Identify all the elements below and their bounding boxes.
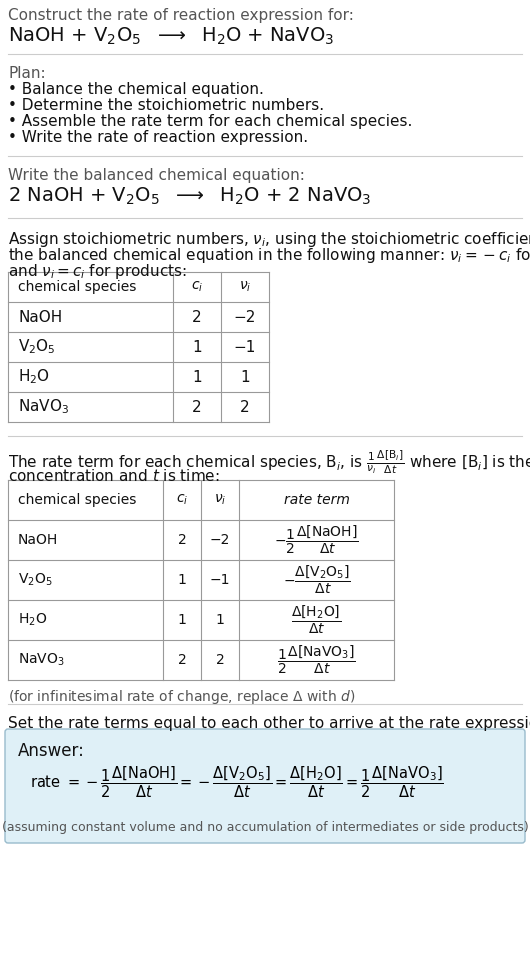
Text: $c_i$: $c_i$ <box>191 280 203 294</box>
Text: $\nu_i$: $\nu_i$ <box>239 280 251 294</box>
FancyBboxPatch shape <box>5 729 525 843</box>
Text: H$_2$O: H$_2$O <box>18 612 47 629</box>
Text: 1: 1 <box>192 370 202 385</box>
Text: concentration and $t$ is time:: concentration and $t$ is time: <box>8 468 220 484</box>
Text: • Balance the chemical equation.: • Balance the chemical equation. <box>8 82 264 97</box>
Text: $\dfrac{\Delta[\mathrm{H_2O}]}{\Delta t}$: $\dfrac{\Delta[\mathrm{H_2O}]}{\Delta t}… <box>292 604 342 636</box>
Text: −1: −1 <box>234 340 256 354</box>
Text: NaOH: NaOH <box>18 533 58 547</box>
Bar <box>8 272 269 422</box>
Text: chemical species: chemical species <box>18 493 136 507</box>
Text: −1: −1 <box>210 573 230 587</box>
Text: 2: 2 <box>216 653 224 667</box>
Text: Plan:: Plan: <box>8 66 46 81</box>
Text: NaOH + V$_2$O$_5$  $\longrightarrow$  H$_2$O + NaVO$_3$: NaOH + V$_2$O$_5$ $\longrightarrow$ H$_2… <box>8 26 334 47</box>
Text: 2 NaOH + V$_2$O$_5$  $\longrightarrow$  H$_2$O + 2 NaVO$_3$: 2 NaOH + V$_2$O$_5$ $\longrightarrow$ H$… <box>8 186 372 207</box>
Text: $-\dfrac{1}{2}\dfrac{\Delta[\mathrm{NaOH}]}{\Delta t}$: $-\dfrac{1}{2}\dfrac{\Delta[\mathrm{NaOH… <box>274 524 359 556</box>
Text: V$_2$O$_5$: V$_2$O$_5$ <box>18 572 52 589</box>
Text: −2: −2 <box>234 309 256 324</box>
Text: 1: 1 <box>178 573 187 587</box>
Text: 2: 2 <box>178 653 187 667</box>
Text: rate term: rate term <box>284 493 349 507</box>
Text: 1: 1 <box>240 370 250 385</box>
Text: 2: 2 <box>240 399 250 415</box>
Text: Construct the rate of reaction expression for:: Construct the rate of reaction expressio… <box>8 8 354 23</box>
Text: Set the rate terms equal to each other to arrive at the rate expression:: Set the rate terms equal to each other t… <box>8 716 530 731</box>
Text: NaVO$_3$: NaVO$_3$ <box>18 652 65 669</box>
Text: Answer:: Answer: <box>18 742 85 760</box>
Text: 2: 2 <box>178 533 187 547</box>
Bar <box>8 480 394 680</box>
Text: $-\dfrac{\Delta[\mathrm{V_2O_5}]}{\Delta t}$: $-\dfrac{\Delta[\mathrm{V_2O_5}]}{\Delta… <box>282 564 350 596</box>
Text: (assuming constant volume and no accumulation of intermediates or side products): (assuming constant volume and no accumul… <box>2 822 528 834</box>
Text: • Assemble the rate term for each chemical species.: • Assemble the rate term for each chemic… <box>8 114 412 129</box>
Text: and $\nu_i = c_i$ for products:: and $\nu_i = c_i$ for products: <box>8 262 187 281</box>
Text: the balanced chemical equation in the following manner: $\nu_i = -c_i$ for react: the balanced chemical equation in the fo… <box>8 246 530 265</box>
Text: 2: 2 <box>192 309 202 324</box>
Text: H$_2$O: H$_2$O <box>18 368 50 386</box>
Text: rate $= -\dfrac{1}{2}\dfrac{\Delta[\mathrm{NaOH}]}{\Delta t} = -\dfrac{\Delta[\m: rate $= -\dfrac{1}{2}\dfrac{\Delta[\math… <box>30 764 444 799</box>
Text: chemical species: chemical species <box>18 280 136 294</box>
Text: NaOH: NaOH <box>18 309 62 324</box>
Text: (for infinitesimal rate of change, replace Δ with $d$): (for infinitesimal rate of change, repla… <box>8 688 355 706</box>
Text: $c_i$: $c_i$ <box>176 493 188 508</box>
Text: 1: 1 <box>178 613 187 627</box>
Text: V$_2$O$_5$: V$_2$O$_5$ <box>18 338 56 356</box>
Text: 2: 2 <box>192 399 202 415</box>
Text: $\nu_i$: $\nu_i$ <box>214 493 226 508</box>
Text: −2: −2 <box>210 533 230 547</box>
Text: • Determine the stoichiometric numbers.: • Determine the stoichiometric numbers. <box>8 98 324 113</box>
Text: 1: 1 <box>192 340 202 354</box>
Text: • Write the rate of reaction expression.: • Write the rate of reaction expression. <box>8 130 308 145</box>
Text: The rate term for each chemical species, B$_i$, is $\frac{1}{\nu_i}\frac{\Delta[: The rate term for each chemical species,… <box>8 448 530 475</box>
Text: Write the balanced chemical equation:: Write the balanced chemical equation: <box>8 168 305 183</box>
Text: 1: 1 <box>216 613 224 627</box>
Text: NaVO$_3$: NaVO$_3$ <box>18 397 69 417</box>
Text: $\dfrac{1}{2}\dfrac{\Delta[\mathrm{NaVO_3}]}{\Delta t}$: $\dfrac{1}{2}\dfrac{\Delta[\mathrm{NaVO_… <box>277 644 356 676</box>
Text: Assign stoichiometric numbers, $\nu_i$, using the stoichiometric coefficients, $: Assign stoichiometric numbers, $\nu_i$, … <box>8 230 530 249</box>
